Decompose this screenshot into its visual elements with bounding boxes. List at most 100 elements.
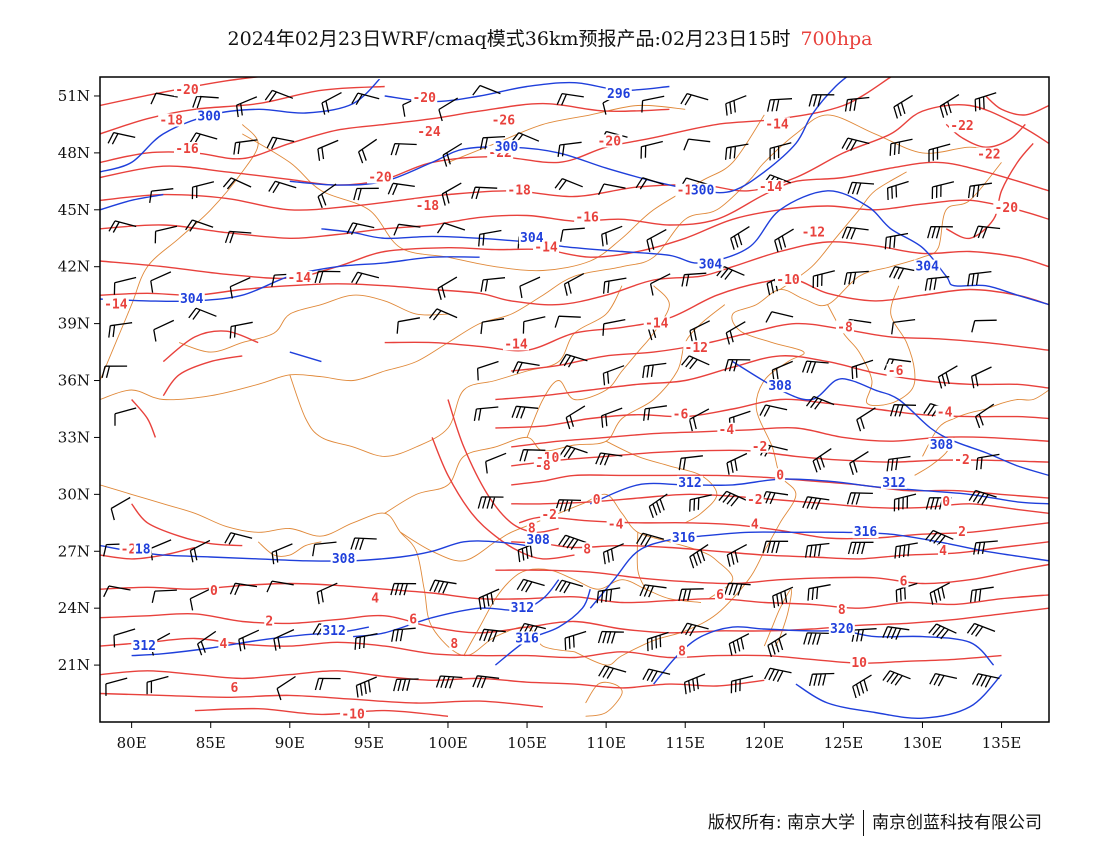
wind-barb [387, 182, 415, 196]
wind-barb [196, 630, 217, 656]
wind-barb [114, 407, 137, 426]
wind-barb [725, 95, 747, 116]
temperature-label-bg [745, 492, 764, 506]
plot-area: -20-18-16-20-24-26-22-20-18-16-20-16-14-… [100, 77, 1049, 722]
wind-barb [974, 403, 995, 429]
wind-barb [759, 404, 788, 417]
wind-barb [844, 96, 870, 112]
temperature-label: 0 [593, 493, 601, 508]
wind-barb [841, 226, 869, 240]
wind-barb [689, 494, 712, 512]
wind-barb [393, 223, 421, 236]
wind-barb [843, 270, 869, 285]
wind-barb [937, 365, 958, 389]
temperature-label: -20 [598, 134, 622, 149]
height-label-bg [514, 631, 541, 645]
height-label: 304 [180, 292, 204, 307]
isotherm-line [447, 399, 559, 534]
wind-barb [967, 270, 992, 287]
temperature-label: -14 [534, 241, 558, 256]
border-line [100, 124, 259, 381]
lon-tick-label: 95E [354, 734, 384, 752]
wind-barb [478, 588, 500, 611]
temperature-label: -10 [776, 273, 800, 288]
height-contour-line [100, 77, 383, 173]
height-label: 304 [699, 258, 723, 273]
height-label: 304 [520, 231, 544, 246]
wind-barb [229, 277, 251, 299]
wind-barb [396, 317, 421, 334]
wind-barb [154, 225, 178, 244]
wind-barb [730, 226, 750, 250]
height-label: 308 [930, 438, 954, 453]
height-label-bg [689, 183, 716, 197]
footer-divider [863, 810, 864, 836]
wind-barb [314, 270, 341, 284]
temperature-label-bg [750, 439, 769, 453]
temperature-label-bg [102, 297, 129, 311]
wind-barb [639, 584, 667, 598]
height-label-bg [767, 379, 794, 393]
wind-barb [882, 626, 910, 640]
isotherm-line [518, 516, 1049, 540]
wind-barb [321, 92, 342, 115]
temperature-label: -6 [888, 364, 904, 379]
wind-barb [480, 318, 505, 335]
temperature-label-bg [850, 656, 869, 670]
wind-barb [718, 490, 747, 507]
wind-barb [149, 188, 174, 203]
height-label-bg [914, 259, 941, 273]
border-line [463, 568, 702, 656]
wind-barb [191, 181, 215, 200]
wind-barb [436, 222, 466, 234]
lon-tick-label: 130E [903, 734, 943, 752]
temperature-label-bg [754, 77, 781, 80]
lat-tick-label: 30N [58, 485, 90, 503]
height-contour-line [321, 190, 1049, 306]
temperature-label-bg [800, 225, 827, 239]
lat-tick-label: 39N [58, 315, 90, 333]
height-label-bg [828, 621, 855, 635]
wind-barb [266, 580, 294, 593]
temperature-label-bg [775, 468, 786, 482]
wind-barb [602, 365, 625, 386]
isotherm-line [100, 670, 765, 689]
wind-barb [888, 266, 917, 280]
wind-barb [856, 407, 876, 432]
lon-tick-label: 80E [117, 734, 147, 752]
wind-barb [103, 585, 131, 598]
wind-barb [596, 587, 621, 604]
wind-barb [558, 534, 587, 550]
lon-tick-label: 110E [586, 734, 626, 752]
temperature-label-bg [671, 407, 690, 421]
wind-barb [649, 273, 671, 296]
wind-barb [939, 94, 960, 118]
wind-barb [767, 633, 787, 658]
wind-barb [973, 540, 998, 555]
height-contour-line [795, 674, 1003, 720]
temperature-label-bg [173, 83, 200, 97]
wind-barb [276, 675, 296, 701]
temperature-label-bg [286, 270, 313, 284]
wind-barb [390, 142, 417, 156]
isotherm-line [100, 104, 1049, 211]
wind-barb [559, 444, 588, 459]
wind-barb [355, 676, 377, 698]
wind-barb [970, 366, 992, 389]
wind-barb [646, 631, 669, 652]
lon-tick-label: 120E [745, 734, 785, 752]
temperature-label-bg [953, 453, 972, 467]
wind-barb [519, 276, 541, 299]
wind-barb [689, 544, 709, 569]
wind-barb [648, 493, 668, 519]
height-label: 300 [197, 110, 221, 125]
temperature-label-bg [938, 544, 949, 558]
lat-tick-label: 51N [58, 87, 90, 105]
wind-barb [595, 452, 623, 466]
lat-tick-label: 48N [58, 144, 90, 162]
isotherm-line [162, 355, 243, 397]
wind-barb [517, 541, 539, 563]
isotherm-line [131, 399, 157, 438]
wind-barb [429, 579, 457, 594]
